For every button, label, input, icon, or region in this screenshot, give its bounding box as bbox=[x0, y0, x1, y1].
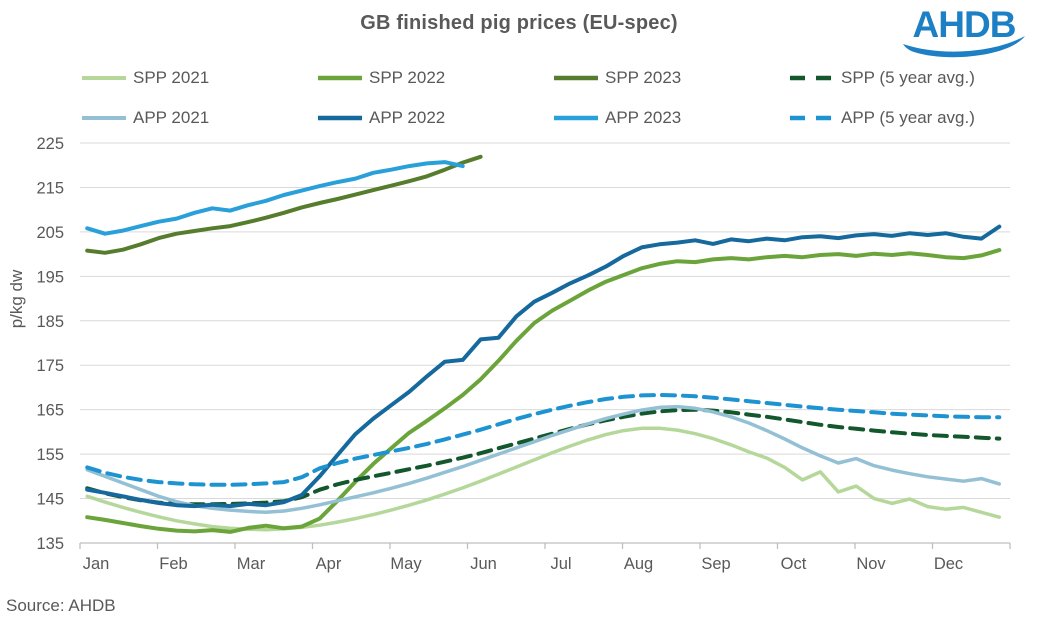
series-line-app-5-year-avg bbox=[85, 393, 1002, 487]
legend-swatch-app-2022 bbox=[318, 115, 362, 121]
y-tick-label: 185 bbox=[36, 313, 64, 331]
ahdb-logo-text: AHDB bbox=[913, 4, 1016, 45]
y-tick-label: 175 bbox=[36, 357, 64, 375]
x-tick-label: Mar bbox=[237, 555, 266, 573]
y-tick-label: 225 bbox=[36, 135, 64, 153]
legend-swatch-app-2023 bbox=[554, 115, 598, 121]
legend-label: SPP 2023 bbox=[605, 68, 682, 87]
legend-label: SPP 2022 bbox=[369, 68, 446, 87]
series-line-spp-2021 bbox=[85, 426, 1002, 532]
x-tick-label: Jul bbox=[550, 555, 571, 573]
x-tick-label: Sep bbox=[701, 555, 730, 573]
legend-label: APP 2022 bbox=[369, 108, 446, 127]
y-tick-label: 195 bbox=[36, 268, 64, 286]
x-tick-label: Nov bbox=[856, 555, 886, 573]
y-tick-label: 135 bbox=[36, 535, 64, 553]
x-tick-label: Feb bbox=[159, 555, 187, 573]
x-tick-label: Oct bbox=[781, 555, 807, 573]
legend-item-spp-5-year-avg: SPP (5 year avg.) bbox=[788, 68, 1024, 88]
ahdb-logo-swoosh bbox=[903, 36, 1025, 58]
series-line-app-2023 bbox=[85, 160, 465, 236]
y-tick-label: 165 bbox=[36, 402, 64, 420]
legend-item-app-2022: APP 2022 bbox=[316, 108, 552, 128]
series-line-app-2021 bbox=[85, 404, 1002, 515]
legend-swatch-spp-2022 bbox=[318, 75, 362, 81]
series-line-spp-2022 bbox=[85, 248, 1002, 534]
x-tick-label: May bbox=[390, 555, 422, 573]
series-line-spp-2023 bbox=[85, 154, 483, 255]
chart-legend: SPP 2021 SPP 2022 SPP 2023 SPP (5 year avg.… bbox=[80, 58, 1024, 138]
x-tick-label: Aug bbox=[624, 555, 653, 573]
legend-swatch-app-5-year-avg bbox=[790, 115, 834, 121]
source-note: Source: AHDB bbox=[6, 596, 116, 615]
y-tick-label: 215 bbox=[36, 179, 64, 197]
x-tick-label: Jan bbox=[83, 555, 110, 573]
legend-label: APP 2021 bbox=[133, 108, 210, 127]
x-tick-label: Jun bbox=[470, 555, 497, 573]
ahdb-logo: AHDB bbox=[903, 4, 1025, 58]
series-line-app-2022 bbox=[85, 224, 1002, 509]
y-axis-title: p/kg dw bbox=[7, 269, 26, 329]
chart-title: GB finished pig prices (EU-spec) bbox=[360, 12, 678, 34]
legend-swatch-spp-2023 bbox=[554, 75, 598, 81]
legend-item-spp-2023: SPP 2023 bbox=[552, 68, 788, 88]
y-tick-label: 145 bbox=[36, 491, 64, 509]
legend-item-app-2023: APP 2023 bbox=[552, 108, 788, 128]
y-tick-label: 155 bbox=[36, 446, 64, 464]
legend-swatch-spp-5-year-avg bbox=[790, 75, 834, 81]
legend-swatch-app-2021 bbox=[82, 116, 126, 120]
legend-label: APP 2023 bbox=[605, 108, 682, 127]
legend-item-app-5-year-avg: APP (5 year avg.) bbox=[788, 108, 1024, 128]
legend-item-spp-2022: SPP 2022 bbox=[316, 68, 552, 88]
legend-swatch-spp-2021 bbox=[82, 76, 126, 80]
legend-label: APP (5 year avg.) bbox=[841, 108, 975, 127]
x-tick-label: Dec bbox=[934, 555, 963, 573]
legend-item-app-2021: APP 2021 bbox=[80, 108, 316, 128]
y-tick-label: 205 bbox=[36, 224, 64, 242]
legend-label: SPP 2021 bbox=[133, 68, 210, 87]
legend-item-spp-2021: SPP 2021 bbox=[80, 68, 316, 88]
x-tick-label: Apr bbox=[316, 555, 342, 573]
legend-label: SPP (5 year avg.) bbox=[841, 68, 975, 87]
